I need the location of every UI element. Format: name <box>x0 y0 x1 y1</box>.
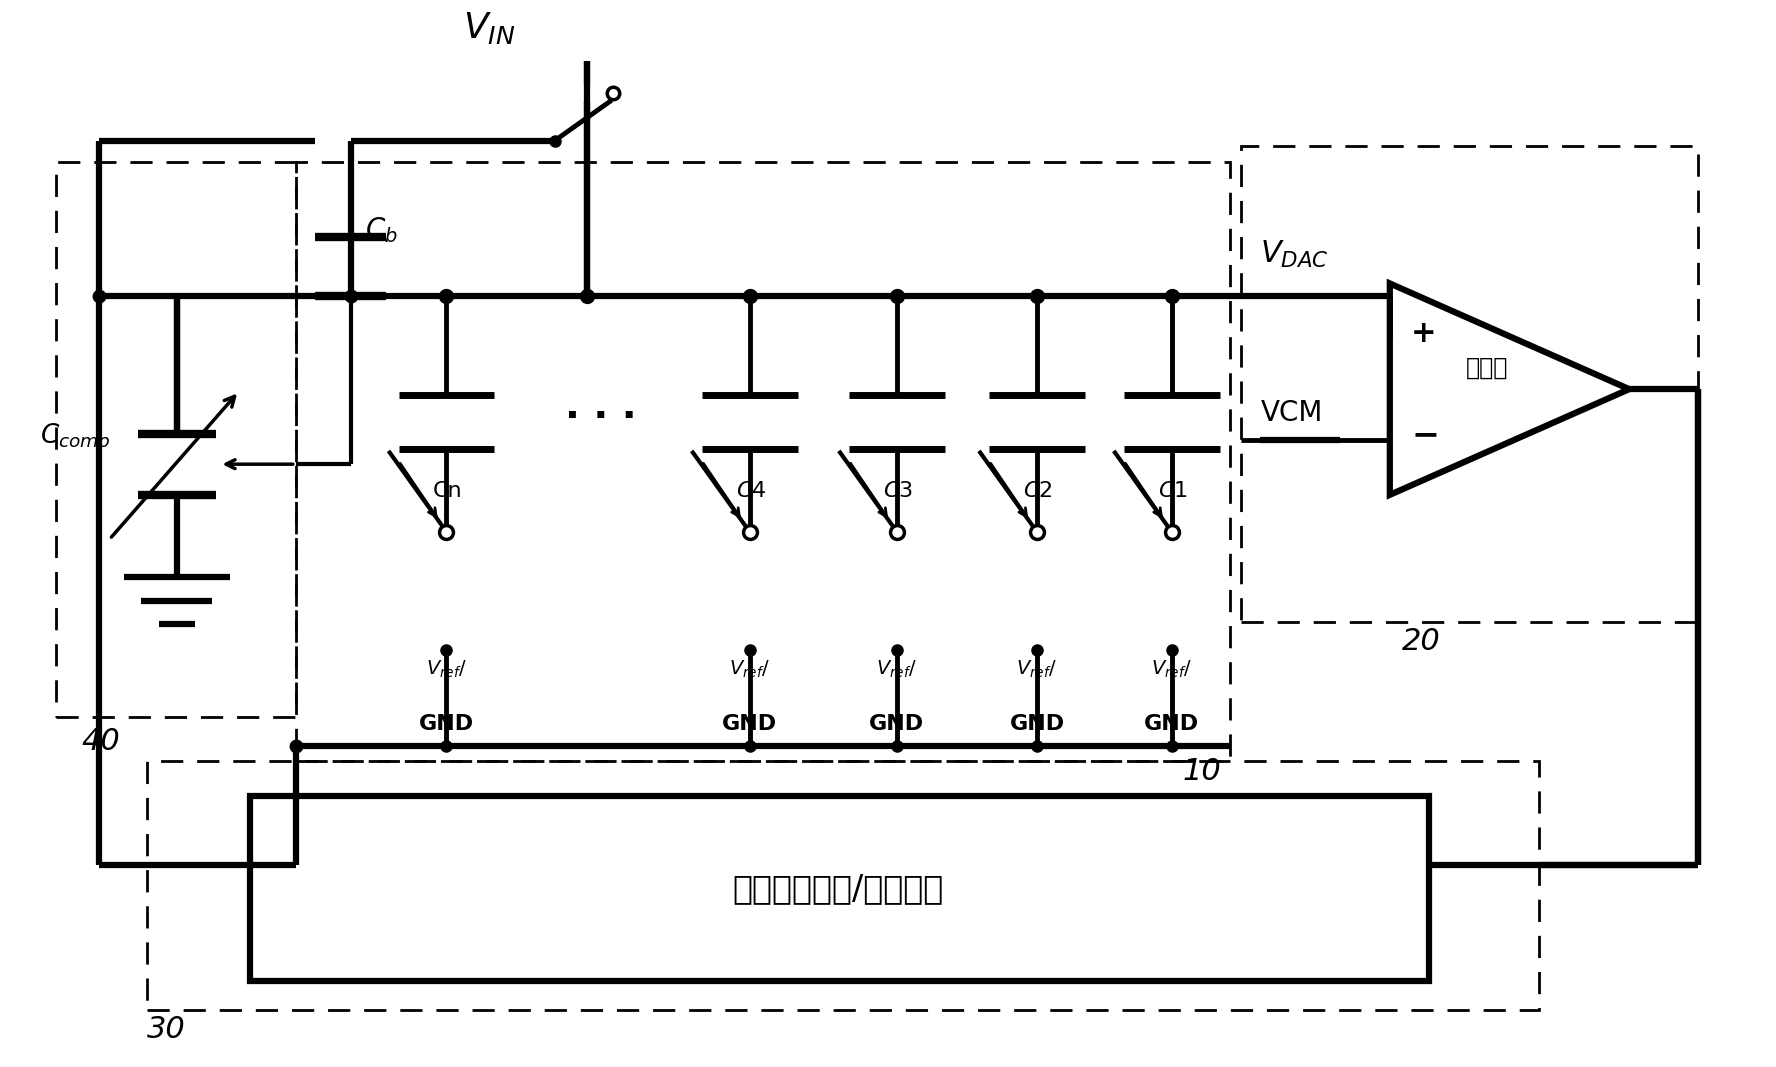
Text: $V_{ref}$/: $V_{ref}$/ <box>426 658 467 680</box>
Text: $V_{DAC}$: $V_{DAC}$ <box>1261 239 1328 270</box>
Bar <box>250 796 1430 981</box>
Text: $C4$: $C4$ <box>735 481 765 501</box>
Text: $C_{comp}$: $C_{comp}$ <box>41 421 112 453</box>
Text: GND: GND <box>1009 714 1064 734</box>
Text: $V_{ref}$/: $V_{ref}$/ <box>1151 658 1192 680</box>
Text: 10: 10 <box>1183 757 1222 786</box>
Text: 40: 40 <box>82 728 121 757</box>
Bar <box>1241 146 1698 622</box>
Bar <box>57 162 297 717</box>
Text: · · ·: · · · <box>565 398 636 436</box>
Bar <box>297 162 1231 761</box>
Text: 30: 30 <box>147 1015 185 1044</box>
Text: +: + <box>1412 319 1437 348</box>
Text: 20: 20 <box>1403 627 1440 656</box>
Text: −: − <box>1412 418 1439 451</box>
Text: $C2$: $C2$ <box>1023 481 1051 501</box>
Text: 逐次递近逻辑/校准逻辑: 逐次递近逻辑/校准逻辑 <box>733 873 945 906</box>
Text: $V_{IN}$: $V_{IN}$ <box>464 10 515 46</box>
Text: $C_b$: $C_b$ <box>364 216 398 245</box>
Text: $V_{ref}$/: $V_{ref}$/ <box>728 658 771 680</box>
Text: $C1$: $C1$ <box>1158 481 1186 501</box>
Text: GND: GND <box>1144 714 1199 734</box>
Bar <box>147 761 1538 1009</box>
Text: 比较器: 比较器 <box>1467 356 1508 380</box>
Text: GND: GND <box>419 714 474 734</box>
Text: $C3$: $C3$ <box>883 481 913 501</box>
Text: GND: GND <box>723 714 778 734</box>
Text: Cn: Cn <box>432 481 462 501</box>
Text: GND: GND <box>868 714 925 734</box>
Text: $V_{ref}$/: $V_{ref}$/ <box>876 658 918 680</box>
Text: VCM: VCM <box>1261 399 1323 427</box>
Text: $V_{ref}$/: $V_{ref}$/ <box>1016 658 1057 680</box>
